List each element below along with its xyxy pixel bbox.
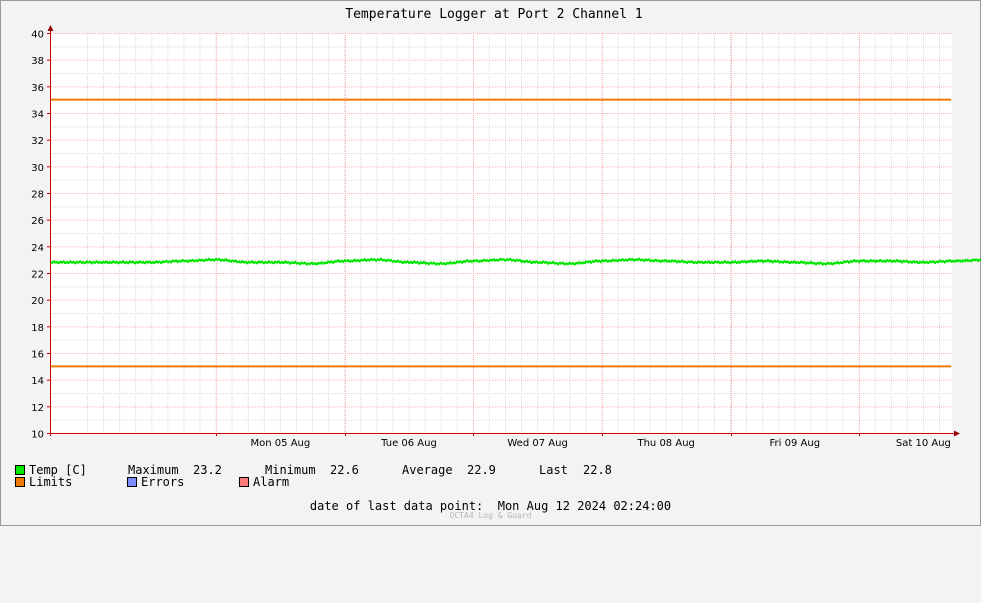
y-tick-label: 22 bbox=[31, 270, 44, 281]
y-tick-label: 28 bbox=[31, 190, 44, 201]
x-tick-label: Sat 10 Aug bbox=[896, 438, 951, 449]
x-tick-label: Fri 09 Aug bbox=[770, 438, 821, 449]
legend-last-label: Last bbox=[539, 463, 568, 477]
x-tick-label: Mon 05 Aug bbox=[251, 438, 311, 449]
y-tick-label: 14 bbox=[31, 376, 44, 387]
y-axis-arrow bbox=[47, 25, 54, 31]
y-tick-label: 16 bbox=[31, 350, 44, 361]
last-data-point: date of last data point: Mon Aug 12 2024… bbox=[0, 499, 981, 513]
y-tick-label: 26 bbox=[31, 216, 44, 227]
watermark: OCTA4 Log & Guard bbox=[449, 511, 532, 520]
legend-alarm-label: Alarm bbox=[253, 475, 290, 489]
y-tick-label: 34 bbox=[31, 110, 44, 121]
legend-limits-label: Limits bbox=[29, 475, 73, 489]
last-data-point-value: Mon Aug 12 2024 02:24:00 bbox=[497, 499, 672, 513]
legend-max-label: Maximum bbox=[128, 463, 179, 477]
y-tick-label: 40 bbox=[31, 30, 44, 41]
legend-row-temp: Temp [C] Maximum 23.2 Minimum 22.6 Avera… bbox=[15, 463, 612, 603]
legend-errors-swatch bbox=[127, 476, 137, 487]
legend-max-value: 23.2 bbox=[193, 463, 222, 477]
y-tick-label: 18 bbox=[31, 323, 44, 334]
legend-errors-label: Errors bbox=[141, 475, 185, 489]
x-tick-label: Thu 08 Aug bbox=[636, 438, 694, 449]
x-tick-label: Tue 06 Aug bbox=[380, 438, 437, 449]
y-tick-label: 10 bbox=[31, 430, 44, 441]
x-tick-label: Wed 07 Aug bbox=[507, 438, 567, 449]
legend-last-value: 22.8 bbox=[583, 463, 612, 477]
legend-limits: Limits bbox=[15, 475, 72, 489]
legend-temp-label: Temp [C] bbox=[29, 463, 87, 477]
legend-avg-label: Average bbox=[402, 463, 453, 477]
series-layer bbox=[50, 257, 981, 266]
last-data-point-label: date of last data point: bbox=[309, 499, 484, 513]
legend-errors: Errors bbox=[127, 475, 184, 489]
x-axis-tick-labels: Mon 05 Aug Tue 06 Aug Wed 07 Aug Thu 08 Aug… bbox=[251, 438, 951, 449]
chart-title: Temperature Logger at Port 2 Channel 1 bbox=[345, 7, 642, 22]
y-tick-label: 36 bbox=[31, 83, 44, 94]
y-tick-label: 30 bbox=[31, 163, 44, 174]
legend-temp: Temp [C] bbox=[15, 463, 87, 477]
y-tick-label: 24 bbox=[31, 243, 44, 254]
y-axis-tick-labels: 10 12 14 16 18 20 22 24 26 28 30 32 34 36 38 40 bbox=[31, 30, 44, 441]
limit-lines bbox=[51, 98, 951, 368]
y-tick-label: 38 bbox=[31, 56, 44, 67]
legend-temp-swatch bbox=[15, 464, 25, 475]
axes bbox=[47, 25, 960, 437]
x-axis-arrow bbox=[954, 430, 960, 437]
legend-limits-swatch bbox=[15, 476, 25, 487]
legend-alarm-swatch bbox=[239, 476, 249, 487]
y-tick-label: 12 bbox=[31, 403, 44, 414]
legend-min-label: Minimum bbox=[265, 463, 316, 477]
legend-alarm: Alarm bbox=[239, 475, 289, 489]
chart-canvas: Temperature Logger at Port 2 Channel 1 1… bbox=[31, 7, 981, 449]
legend-row-status: Limits Errors Alarm bbox=[15, 475, 289, 531]
y-tick-label: 32 bbox=[31, 136, 44, 147]
y-tick-label: 20 bbox=[31, 296, 44, 307]
legend-avg-value: 22.9 bbox=[467, 463, 496, 477]
legend-min-value: 22.6 bbox=[330, 463, 359, 477]
temp-series-line bbox=[50, 257, 981, 266]
